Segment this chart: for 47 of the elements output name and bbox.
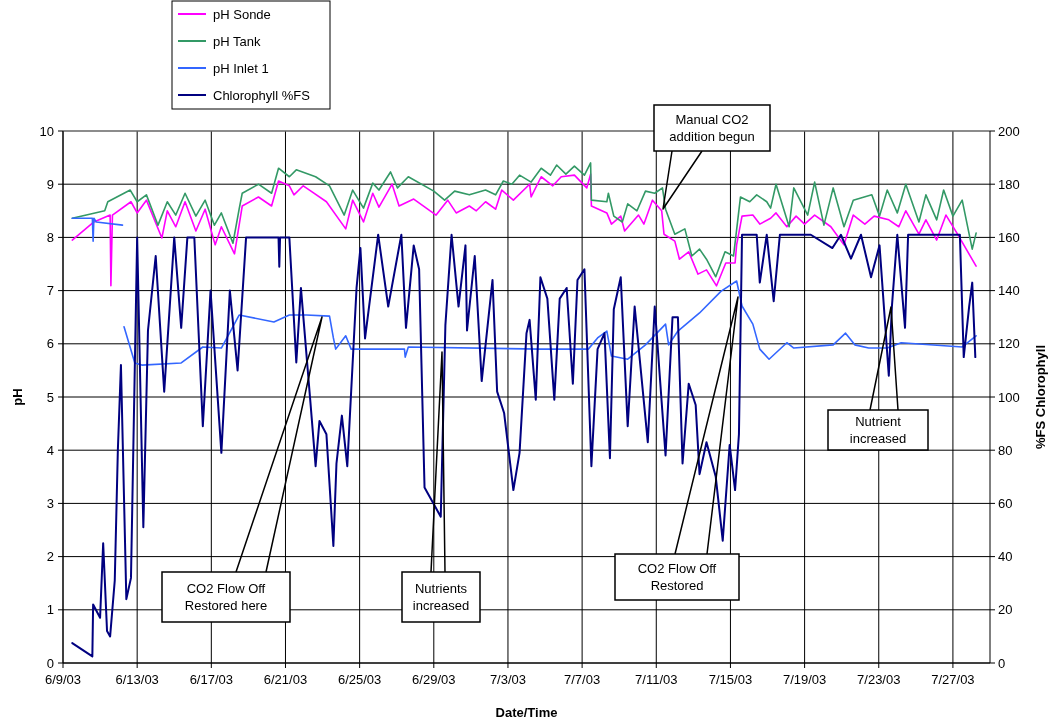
y2-tick-label: 0: [998, 655, 1006, 671]
y-tick-label: 5: [46, 389, 54, 405]
y-tick-label: 10: [39, 123, 54, 139]
y-tick-label: 1: [46, 602, 54, 618]
x-tick-label: 6/29/03: [412, 672, 456, 687]
x-tick-label: 7/11/03: [635, 672, 678, 687]
x-tick-label: 6/25/03: [337, 672, 382, 687]
x-tick-label: 7/19/03: [782, 672, 827, 687]
y-axis-title: pH: [10, 388, 25, 406]
y-tick-label: 8: [46, 229, 54, 245]
y2-axis-title: %FS Chlorophyll: [1033, 345, 1048, 449]
annotation: Nutrients increased: [412, 581, 470, 614]
x-tick-label: 6/17/03: [189, 672, 234, 687]
annotation: CO2 Flow Off Restored here: [184, 581, 268, 614]
x-axis-title: Date/Time: [495, 705, 558, 720]
legend-label: pH Inlet 1: [213, 60, 269, 76]
legend-label: pH Sonde: [213, 6, 271, 22]
x-tick-label: 7/23/03: [857, 672, 901, 687]
y-tick-label: 9: [46, 176, 54, 192]
y2-tick-label: 60: [998, 495, 1013, 511]
legend-label: Chlorophyll %FS: [213, 87, 311, 103]
y2-tick-label: 140: [998, 283, 1020, 299]
x-tick-label: 6/9/03: [44, 672, 82, 687]
y-tick-label: 3: [46, 495, 54, 511]
x-tick-label: 6/21/03: [263, 672, 308, 687]
y-tick-label: 6: [46, 336, 54, 352]
annotation: Nutrient increased: [849, 414, 907, 447]
x-tick-label: 7/3/03: [489, 672, 527, 687]
y2-tick-label: 160: [998, 229, 1020, 245]
y2-tick-label: 120: [998, 336, 1020, 352]
annotation: CO2 Flow Off Restored: [637, 561, 717, 594]
y2-tick-label: 40: [998, 549, 1013, 565]
y2-tick-label: 200: [998, 123, 1020, 139]
x-tick-label: 7/15/03: [708, 672, 753, 687]
y-tick-label: 0: [46, 655, 54, 671]
y-tick-label: 7: [46, 283, 54, 299]
y2-tick-label: 20: [998, 602, 1013, 618]
annotation: Manual CO2 addition begun: [669, 112, 755, 145]
x-tick-label: 7/7/03: [564, 672, 601, 687]
x-tick-label: 6/13/03: [115, 672, 159, 687]
y-tick-label: 4: [46, 442, 54, 458]
y-tick-label: 2: [46, 549, 54, 565]
legend-label: pH Tank: [213, 33, 261, 49]
y2-tick-label: 80: [998, 442, 1013, 458]
y2-tick-label: 100: [998, 389, 1020, 405]
y2-tick-label: 180: [998, 176, 1020, 192]
x-tick-label: 7/27/03: [931, 672, 975, 687]
